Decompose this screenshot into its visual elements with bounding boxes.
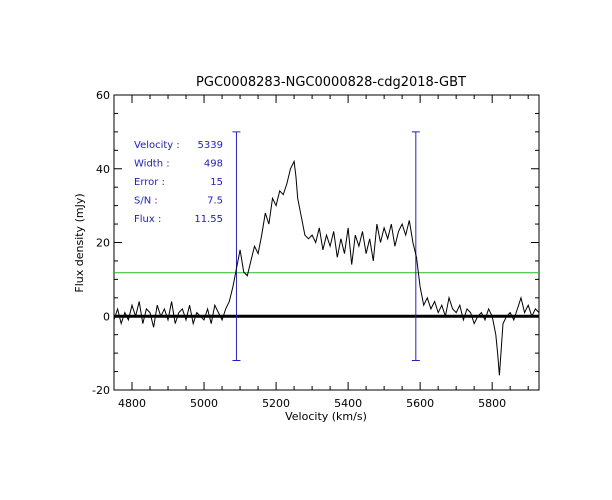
y-axis-label: Flux density (mJy) (73, 193, 86, 292)
annotation-value: 15 (210, 177, 223, 188)
annotation-label: Error : (134, 177, 165, 188)
annotation-label: Velocity : (134, 140, 180, 151)
annotation-label: S/N : (134, 196, 158, 207)
annotation-label: Flux : (134, 214, 161, 225)
x-tick-label: 5200 (262, 397, 290, 410)
x-tick-label: 5000 (190, 397, 218, 410)
y-tick-label: 40 (96, 163, 110, 176)
x-tick-label: 5400 (334, 397, 362, 410)
x-tick-label: 5800 (478, 397, 506, 410)
annotation-value: 5339 (198, 140, 223, 151)
chart-title: PGC0008283-NGC0000828-cdg2018-GBT (196, 75, 466, 90)
annotation-value: 11.55 (194, 214, 223, 225)
x-tick-label: 4800 (118, 397, 146, 410)
x-tick-label: 5600 (406, 397, 434, 410)
y-tick-label: 60 (96, 89, 110, 102)
y-tick-label: 0 (103, 310, 110, 323)
x-axis: 4800 5000 5200 5400 5600 5800 (113, 95, 529, 410)
annotation-label: Width : (134, 159, 170, 170)
annotations-box: Velocity : 5339 Width : 498 Error : 15 S/N : 7.… (134, 140, 223, 225)
annotation-value: 7.5 (207, 196, 223, 207)
y-tick-label: -20 (92, 384, 110, 397)
spectrum-line (113, 159, 540, 376)
x-axis-label: Velocity (km/s) (285, 410, 367, 423)
annotation-value: 498 (204, 159, 223, 170)
y-tick-label: 20 (96, 237, 110, 250)
reference-lines (114, 131, 539, 361)
y-axis: -20 0 20 40 60 (92, 89, 539, 397)
